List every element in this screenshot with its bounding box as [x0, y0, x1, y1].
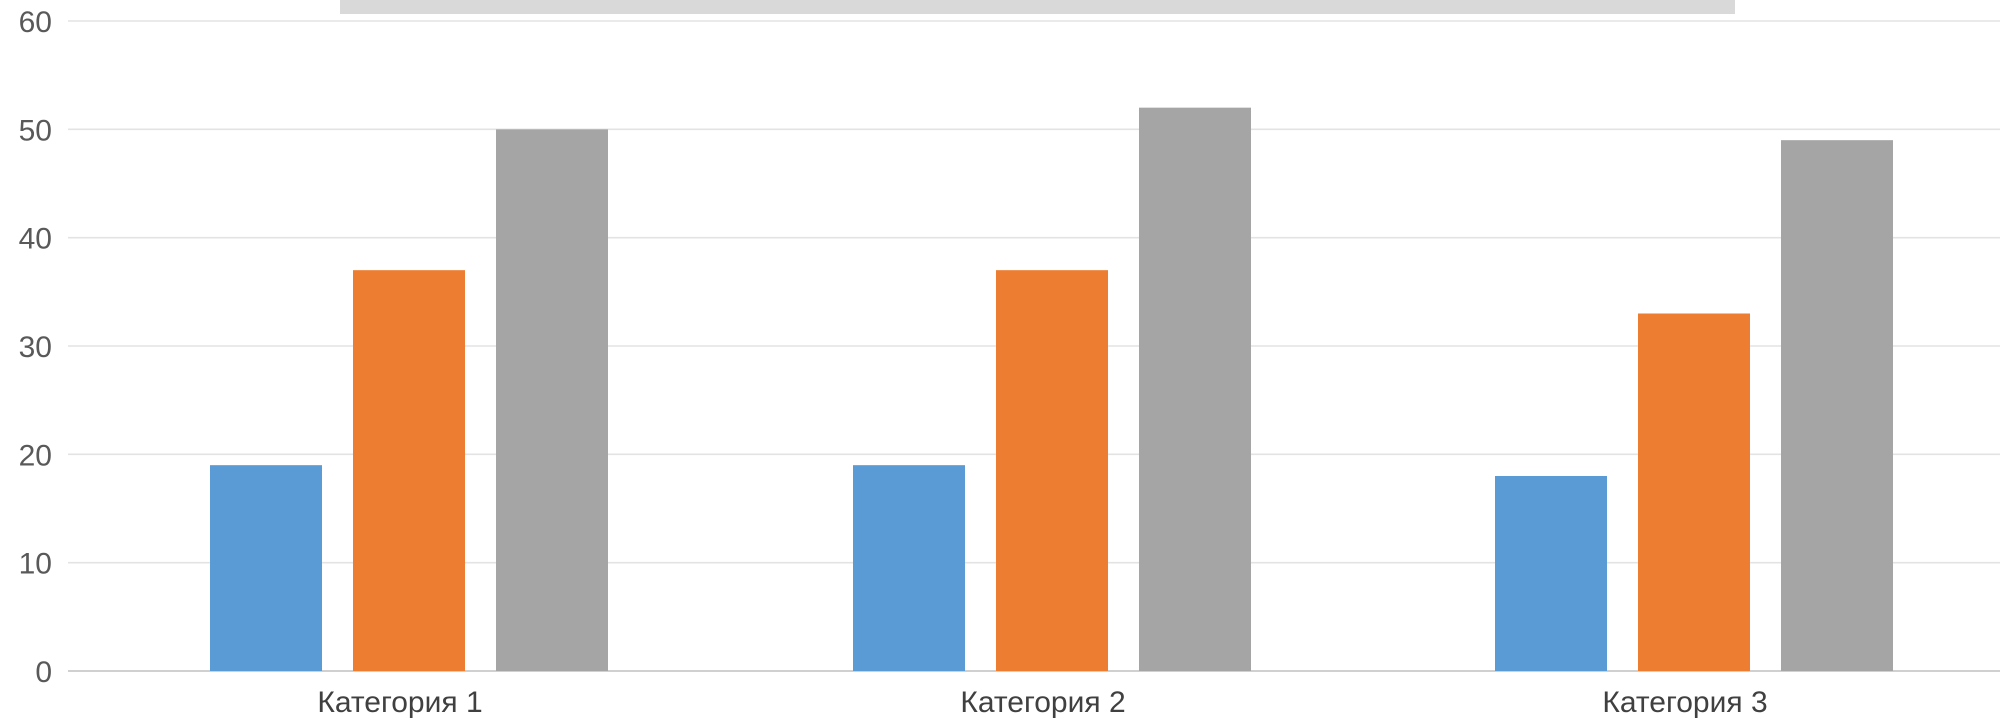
bar — [1781, 140, 1893, 671]
bar — [1495, 476, 1607, 671]
y-tick-label: 30 — [19, 331, 52, 364]
bar — [496, 129, 608, 672]
y-tick-label: 10 — [19, 548, 52, 581]
y-axis-ticks: 0 10 20 30 40 50 60 — [19, 6, 52, 689]
bar — [353, 270, 465, 671]
bar — [1139, 107, 1251, 671]
x-category-label: Категория 1 — [317, 686, 482, 719]
y-tick-label: 40 — [19, 223, 52, 256]
x-axis-categories: Категория 1 Категория 2 Категория 3 — [317, 686, 1767, 719]
x-category-label: Категория 3 — [1602, 686, 1767, 719]
y-tick-label: 50 — [19, 114, 52, 147]
bar — [1638, 313, 1750, 671]
cropped-title-strip — [340, 0, 1735, 14]
bar — [853, 465, 965, 671]
bars — [210, 107, 1893, 672]
y-tick-label: 60 — [19, 6, 52, 39]
bar — [210, 465, 322, 671]
chart-title-area — [340, 0, 1735, 14]
y-tick-label: 0 — [35, 656, 52, 689]
y-tick-label: 20 — [19, 439, 52, 472]
x-category-label: Категория 2 — [960, 686, 1125, 719]
bar — [996, 270, 1108, 671]
